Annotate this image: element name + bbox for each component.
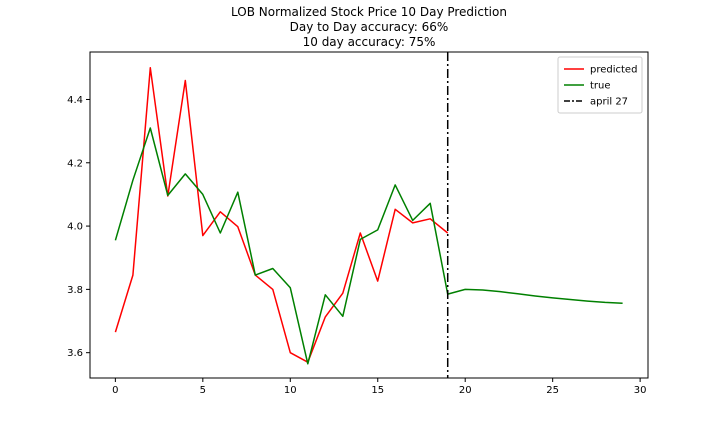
x-axis: 0 5 10 15 20 25 30 — [112, 378, 646, 396]
y-tick-label: 4.4 — [67, 95, 83, 106]
x-tick-label: 25 — [546, 385, 559, 396]
x-tick-label: 10 — [284, 385, 297, 396]
y-axis: 3.6 3.8 4.0 4.2 4.4 — [67, 95, 90, 359]
x-tick-label: 15 — [371, 385, 384, 396]
x-tick-label: 30 — [634, 385, 647, 396]
legend-label: april 27 — [590, 97, 628, 108]
series-line-predicted — [114, 67, 449, 363]
legend-box — [557, 56, 643, 114]
legend: predicted true april 27 — [557, 56, 643, 114]
plot-area-frame — [89, 51, 649, 379]
x-tick-label: 5 — [200, 385, 206, 396]
y-tick-label: 3.6 — [67, 348, 83, 359]
legend-label: true — [590, 81, 611, 92]
chart-title: LOB Normalized Stock Price 10 Day Predic… — [231, 5, 507, 49]
y-tick-label: 4.2 — [67, 158, 83, 169]
y-tick-label: 4.0 — [67, 222, 83, 233]
chart-title-line: Day to Day accuracy: 66% — [290, 20, 449, 34]
x-tick-label: 20 — [459, 385, 472, 396]
series-line-true — [114, 127, 623, 365]
series-lines — [114, 52, 623, 378]
chart-title-line: 10 day accuracy: 75% — [303, 35, 436, 49]
legend-label: predicted — [590, 65, 637, 76]
chart-title-line: LOB Normalized Stock Price 10 Day Predic… — [231, 5, 507, 19]
x-tick-label: 0 — [112, 385, 118, 396]
y-tick-label: 3.8 — [67, 285, 83, 296]
